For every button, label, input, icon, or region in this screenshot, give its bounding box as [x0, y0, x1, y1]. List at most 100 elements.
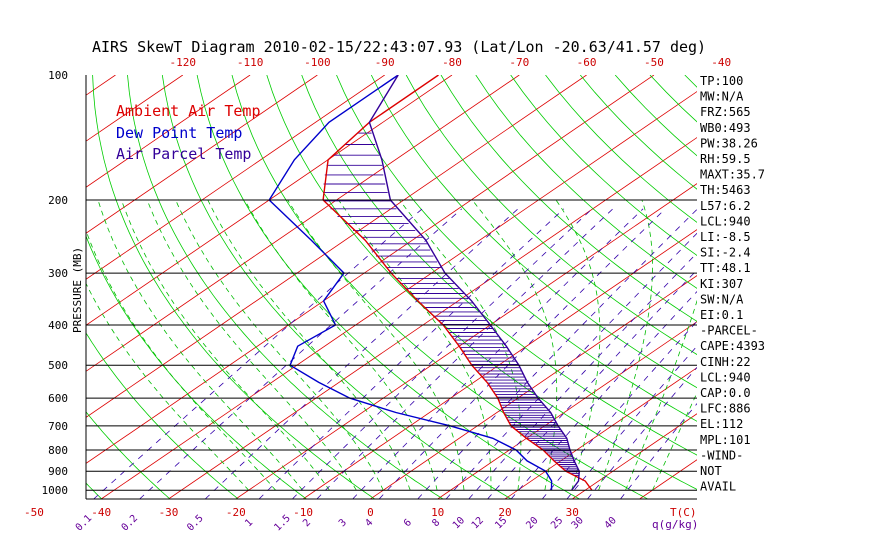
dry-adiabat-line [161, 75, 512, 499]
isotherm-line [302, 229, 697, 499]
mixing-ratio-line [378, 208, 666, 499]
isobar-lines: 100 200 300 400 500 600 700 800 900 1000 [42, 69, 697, 500]
mixing-ratio-line [541, 320, 697, 499]
mixing-ratio-line [352, 208, 644, 499]
dry-adiabat-line [92, 75, 375, 499]
bottom-temperature-tick-label: -30 [159, 506, 179, 519]
mixing-ratio-line [566, 345, 697, 499]
mixing-ratio-tick-label: 40 [603, 515, 619, 531]
pressure-axis-label: PRESSURE (MB) [71, 247, 84, 333]
bottom-temperature-tick-label: 30 [566, 506, 579, 519]
isotherm-line [86, 75, 385, 280]
air-parcel-temp-line [368, 75, 581, 491]
dry-adiabat-line [440, 75, 697, 322]
pressure-tick-label: 700 [48, 420, 68, 433]
isotherm-line [235, 183, 697, 499]
dry-adiabat-line [755, 75, 870, 499]
top-temperature-tick-label: -70 [509, 56, 529, 69]
ambient-air-temp-line [322, 75, 593, 491]
stability-index-text: FRZ:565 [700, 105, 751, 119]
pressure-tick-label: 200 [48, 194, 68, 207]
moist-adiabat-line [175, 199, 384, 491]
isotherm-line [572, 413, 697, 499]
top-temperature-tick-label: -110 [237, 56, 264, 69]
top-temperature-tick-label: -50 [644, 56, 664, 69]
isotherm-line [86, 75, 655, 464]
pressure-tick-label: 600 [48, 392, 68, 405]
dry-adiabat-line [824, 75, 870, 499]
moist-adiabat-line [86, 282, 249, 491]
bottom-temperature-tick-label: -50 [24, 506, 44, 519]
mixing-ratio-line [258, 208, 565, 499]
mixing-ratio-tick-label: 0.5 [185, 513, 206, 534]
mixing-ratio-line [292, 208, 593, 499]
isotherm-line [437, 321, 697, 499]
legend-dew-point-temp: Dew Point Temp [116, 124, 242, 142]
pressure-tick-label: 900 [48, 465, 68, 478]
top-temperature-tick-label: -100 [304, 56, 331, 69]
stability-index-text: -PARCEL- [700, 324, 758, 338]
stability-index-text: LCL:940 [700, 214, 751, 228]
stability-index-text: LI:-8.5 [700, 230, 751, 244]
dry-adiabat-line [510, 75, 697, 256]
stability-index-text: SW:N/A [700, 292, 744, 306]
mixing-ratio-tick-label: 1 [243, 517, 255, 529]
top-temperature-tick-label: -90 [375, 56, 395, 69]
dry-adiabat-line [127, 75, 444, 499]
mixing-ratio-line [445, 232, 697, 499]
bottom-temperature-tick-label: 10 [431, 506, 444, 519]
stability-index-text: KI:307 [700, 277, 743, 291]
stability-index-text: LFC:886 [700, 402, 751, 416]
stability-index-text: MPL:101 [700, 433, 751, 447]
mixing-ratio-tick-label: 3 [337, 517, 349, 529]
bottom-temperature-tick-label: -20 [226, 506, 246, 519]
stability-index-text: LCL:940 [700, 370, 751, 384]
top-temperature-tick-label: -60 [577, 56, 597, 69]
mixing-ratio-line [139, 208, 463, 499]
stability-index-text: RH:59.5 [700, 152, 751, 166]
bottom-temperature-tick-label: -10 [293, 506, 313, 519]
sounding-profiles [268, 75, 593, 491]
pressure-tick-label: 300 [48, 267, 68, 280]
dry-adiabat-line [86, 411, 171, 499]
mixing-ratio-line [417, 208, 697, 499]
dry-adiabat-line [336, 75, 697, 422]
mixing-ratio-tick-label: 0.2 [120, 513, 141, 534]
stability-index-text: CAPE:4393 [700, 339, 765, 353]
mixing-ratio-tick-label: 25 [549, 515, 565, 531]
mixing-ratio-line [510, 290, 697, 499]
cape-hatch-area [323, 132, 580, 478]
chart-title: AIRS SkewT Diagram 2010-02-15/22:43:07.9… [92, 38, 706, 56]
stability-index-text: TH:5463 [700, 183, 751, 197]
mixing-ratio-unit-label: q(g/kg) [652, 518, 698, 531]
dry-adiabat-line [231, 75, 648, 499]
mixing-ratio-line [316, 208, 614, 499]
top-temperature-tick-label: -120 [170, 56, 197, 69]
pressure-tick-label: 1000 [42, 484, 69, 497]
isotherm-line [86, 75, 453, 326]
stability-index-text: L57:6.2 [700, 199, 751, 213]
stability-index-text: EL:112 [700, 417, 743, 431]
mixing-ratio-line [93, 208, 423, 499]
isotherm-line [0, 75, 48, 499]
pressure-tick-label: 800 [48, 444, 68, 457]
bottom-temperature-tick-label: 0 [367, 506, 374, 519]
stability-index-text: SI:-2.4 [700, 246, 751, 260]
stability-index-text: TT:48.1 [700, 261, 751, 275]
legend-air-parcel-temp: Air Parcel Temp [116, 145, 251, 163]
pressure-tick-label: 100 [48, 69, 68, 82]
mixing-ratio-line [468, 252, 697, 499]
mixing-ratio-tick-label: 2 [301, 517, 313, 529]
top-temperature-tick-label: -40 [711, 56, 731, 69]
moist-adiabat-line [207, 199, 411, 491]
moist-adiabat-line [598, 199, 653, 491]
dry-adiabat-line [475, 75, 697, 289]
mixing-ratio-tick-label: 10 [451, 515, 467, 531]
isotherm-line [100, 91, 697, 499]
top-temperature-tick-label: -80 [442, 56, 462, 69]
isotherm-line [86, 75, 318, 234]
stability-index-text: CINH:22 [700, 355, 751, 369]
mixing-ratio-tick-label: 12 [470, 515, 486, 531]
legend: Ambient Air Temp Dew Point Temp Air Parc… [116, 102, 261, 163]
isotherm-line [86, 75, 116, 96]
